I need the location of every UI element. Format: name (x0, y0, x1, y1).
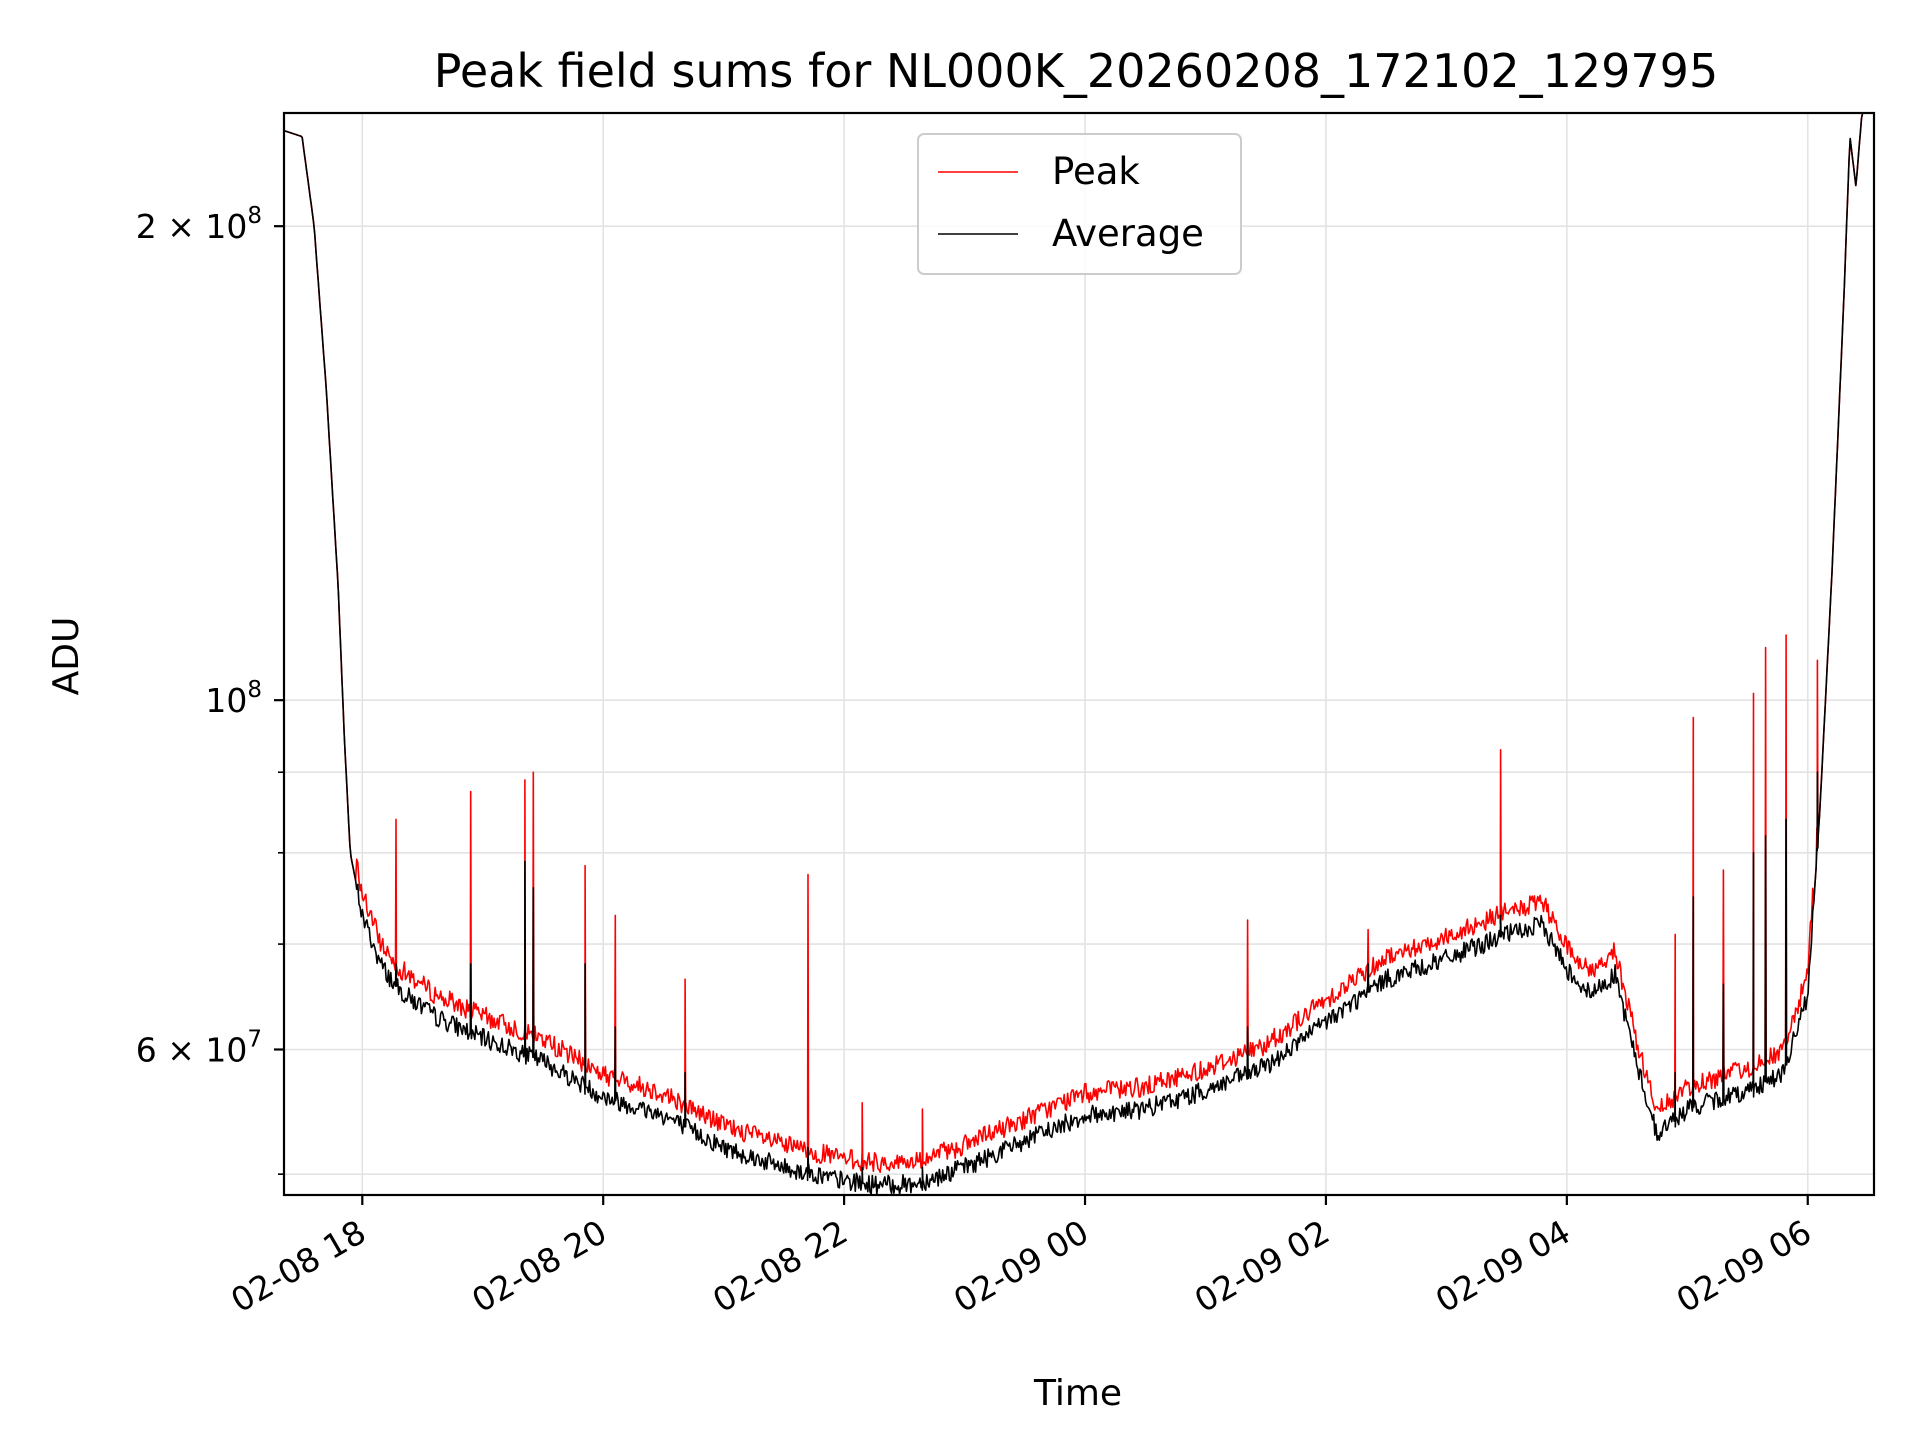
x-gridlines (361, 113, 1809, 1195)
legend-peak-label: Peak (1052, 150, 1140, 193)
chart-title: Peak field sums for NL000K_20260208_1721… (434, 44, 1718, 98)
x-tick-label: 02-09 00 (947, 1212, 1095, 1320)
peak-series-line (284, 113, 1874, 1173)
x-tick-label: 02-09 06 (1670, 1212, 1818, 1320)
legend: Peak Average (917, 133, 1242, 275)
y-gridlines (284, 225, 1874, 1175)
y-tick-label: 6 × 107 (136, 1026, 262, 1069)
x-tick-label: 02-08 22 (706, 1212, 854, 1320)
y-tick-label: 108 (205, 677, 262, 720)
x-axis-label: Time (1033, 1373, 1122, 1414)
legend-average-label: Average (1052, 212, 1204, 255)
y-tick-label: 2 × 108 (136, 203, 262, 246)
x-tick-label: 02-09 04 (1429, 1212, 1577, 1320)
x-tick-label: 02-08 20 (465, 1212, 613, 1320)
y-axis-label: ADU (46, 617, 87, 696)
average-series-line (284, 113, 1874, 1195)
plot-frame (282, 111, 1876, 1197)
x-tick-label: 02-09 02 (1188, 1212, 1336, 1320)
y-axis-ticks: 2 × 108 108 6 × 107 (136, 203, 284, 1175)
x-axis-ticks: 02-08 18 02-08 20 02-08 22 02-09 00 02-09 02… (224, 1195, 1818, 1320)
legend-box (917, 133, 1242, 275)
x-tick-label: 02-08 18 (224, 1212, 372, 1320)
